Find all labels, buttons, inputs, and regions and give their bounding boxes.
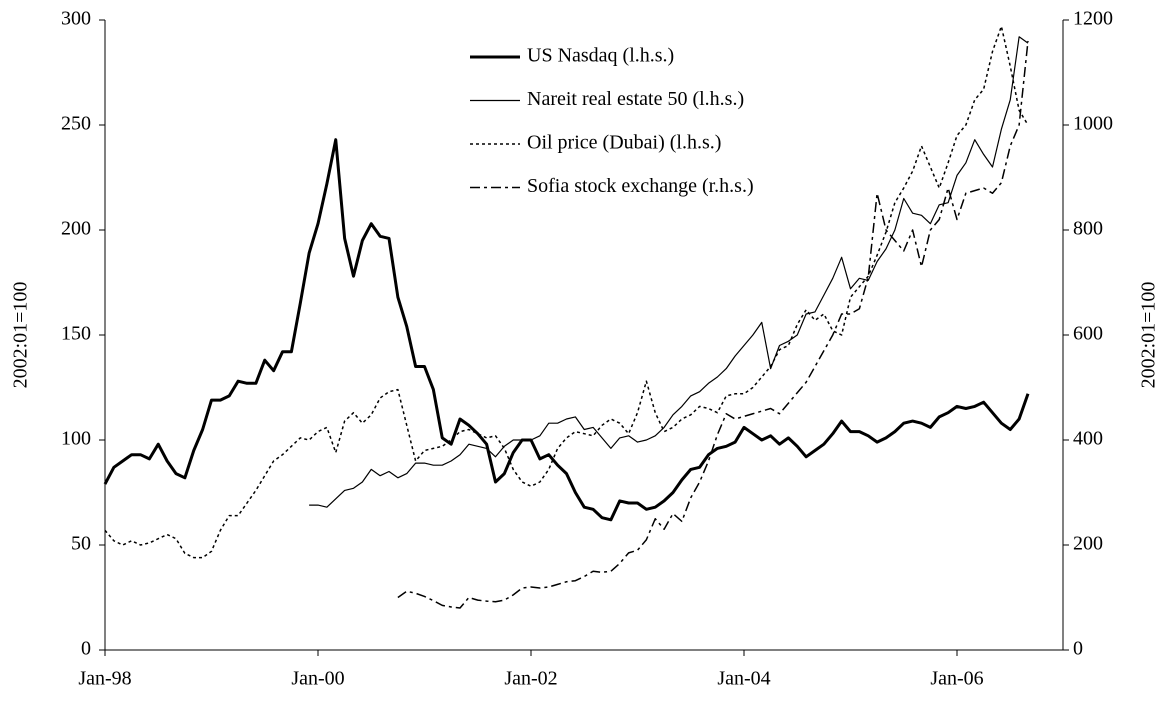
legend-label: Sofia stock exchange (r.h.s.) [527, 175, 754, 197]
y-tick-label: 100 [61, 428, 91, 450]
legend-label: Oil price (Dubai) (l.h.s.) [527, 132, 721, 154]
x-tick-label: Jan-06 [930, 668, 983, 690]
y2-tick-label: 800 [1073, 218, 1103, 240]
series-line [103, 138, 1030, 522]
x-tick-label: Jan-02 [504, 668, 557, 690]
y2-tick-label: 200 [1073, 533, 1103, 555]
y-tick-label: 50 [71, 533, 91, 555]
y2-tick-label: 1000 [1073, 113, 1113, 135]
y-tick-label: 150 [61, 323, 91, 345]
y-tick-label: 0 [81, 638, 91, 660]
y2-axis-title: 2002:01=100 [1138, 282, 1160, 389]
y2-tick-label: 600 [1073, 323, 1103, 345]
x-tick-label: Jan-98 [78, 668, 131, 690]
y2-tick-label: 400 [1073, 428, 1103, 450]
y-tick-label: 250 [61, 113, 91, 135]
y2-tick-label: 0 [1073, 638, 1083, 660]
y2-tick-label: 1200 [1073, 8, 1113, 30]
x-tick-label: Jan-00 [291, 668, 344, 690]
y-tick-label: 300 [61, 8, 91, 30]
series-line [104, 25, 1029, 559]
series-line [397, 40, 1029, 609]
x-tick-label: Jan-04 [717, 668, 770, 690]
series-line [309, 36, 1029, 508]
legend-label: Nareit real estate 50 (l.h.s.) [527, 88, 744, 110]
legend-label: US Nasdaq (l.h.s.) [527, 45, 674, 67]
y-axis-title: 2002:01=100 [10, 282, 32, 389]
y-tick-label: 200 [61, 218, 91, 240]
